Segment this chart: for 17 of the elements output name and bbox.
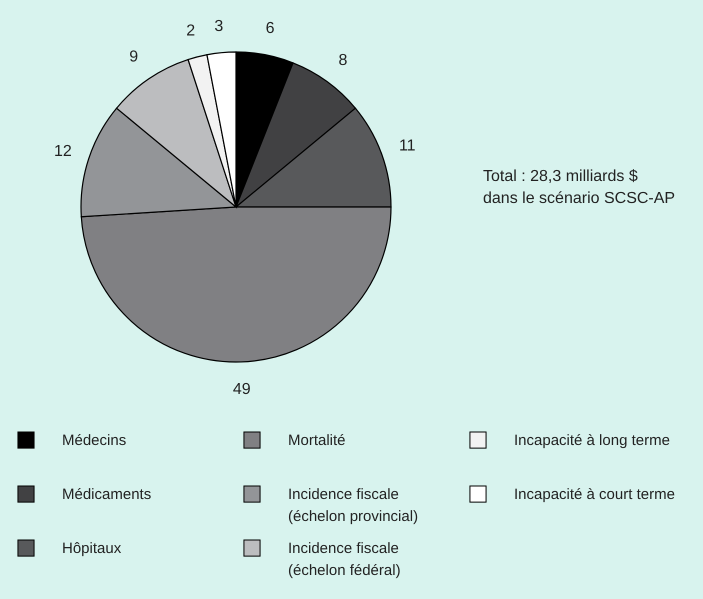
data-label: 11 [398, 137, 416, 154]
legend-label: Hôpitaux [62, 540, 122, 557]
data-label: 12 [54, 142, 72, 160]
data-label: 2 [186, 22, 196, 40]
legend-label: Incidence fiscale (échelon provincial) [288, 486, 418, 525]
legend-label: Incapacité à court terme [514, 486, 675, 503]
legend-label: Mortalité [288, 432, 346, 449]
legend-label: Incidence fiscale (échelon fédéral) [288, 540, 401, 579]
legend-label: Incapacité à long terme [514, 432, 670, 449]
data-label: 49 [232, 380, 251, 398]
data-label: 3 [214, 18, 224, 35]
text: Total : 28,3 milliards $ dans le scénario SCSC-AP [483, 168, 676, 207]
legend-label: Médicaments [62, 486, 152, 503]
data-label: 6 [266, 20, 275, 38]
data-label: 9 [129, 48, 138, 66]
legend-label: Médecins [62, 432, 126, 449]
data-label: 8 [338, 52, 348, 69]
